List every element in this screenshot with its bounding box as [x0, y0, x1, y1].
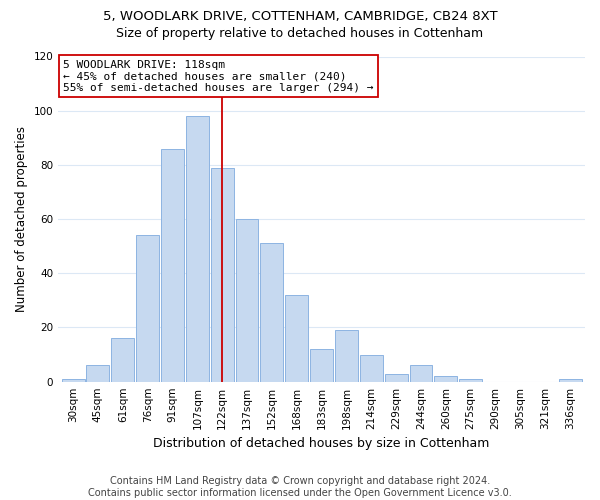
- Bar: [335, 330, 358, 382]
- Text: 5 WOODLARK DRIVE: 118sqm
← 45% of detached houses are smaller (240)
55% of semi-: 5 WOODLARK DRIVE: 118sqm ← 45% of detach…: [64, 60, 374, 93]
- Text: Size of property relative to detached houses in Cottenham: Size of property relative to detached ho…: [116, 28, 484, 40]
- Bar: [459, 379, 482, 382]
- Bar: [211, 168, 233, 382]
- X-axis label: Distribution of detached houses by size in Cottenham: Distribution of detached houses by size …: [154, 437, 490, 450]
- Bar: [410, 366, 433, 382]
- Text: 5, WOODLARK DRIVE, COTTENHAM, CAMBRIDGE, CB24 8XT: 5, WOODLARK DRIVE, COTTENHAM, CAMBRIDGE,…: [103, 10, 497, 23]
- Text: Contains HM Land Registry data © Crown copyright and database right 2024.
Contai: Contains HM Land Registry data © Crown c…: [88, 476, 512, 498]
- Bar: [360, 354, 383, 382]
- Bar: [136, 236, 159, 382]
- Bar: [559, 379, 581, 382]
- Bar: [385, 374, 407, 382]
- Bar: [260, 244, 283, 382]
- Bar: [112, 338, 134, 382]
- Bar: [186, 116, 209, 382]
- Bar: [236, 219, 259, 382]
- Bar: [286, 295, 308, 382]
- Bar: [62, 379, 85, 382]
- Y-axis label: Number of detached properties: Number of detached properties: [15, 126, 28, 312]
- Bar: [86, 366, 109, 382]
- Bar: [310, 349, 333, 382]
- Bar: [434, 376, 457, 382]
- Bar: [161, 148, 184, 382]
